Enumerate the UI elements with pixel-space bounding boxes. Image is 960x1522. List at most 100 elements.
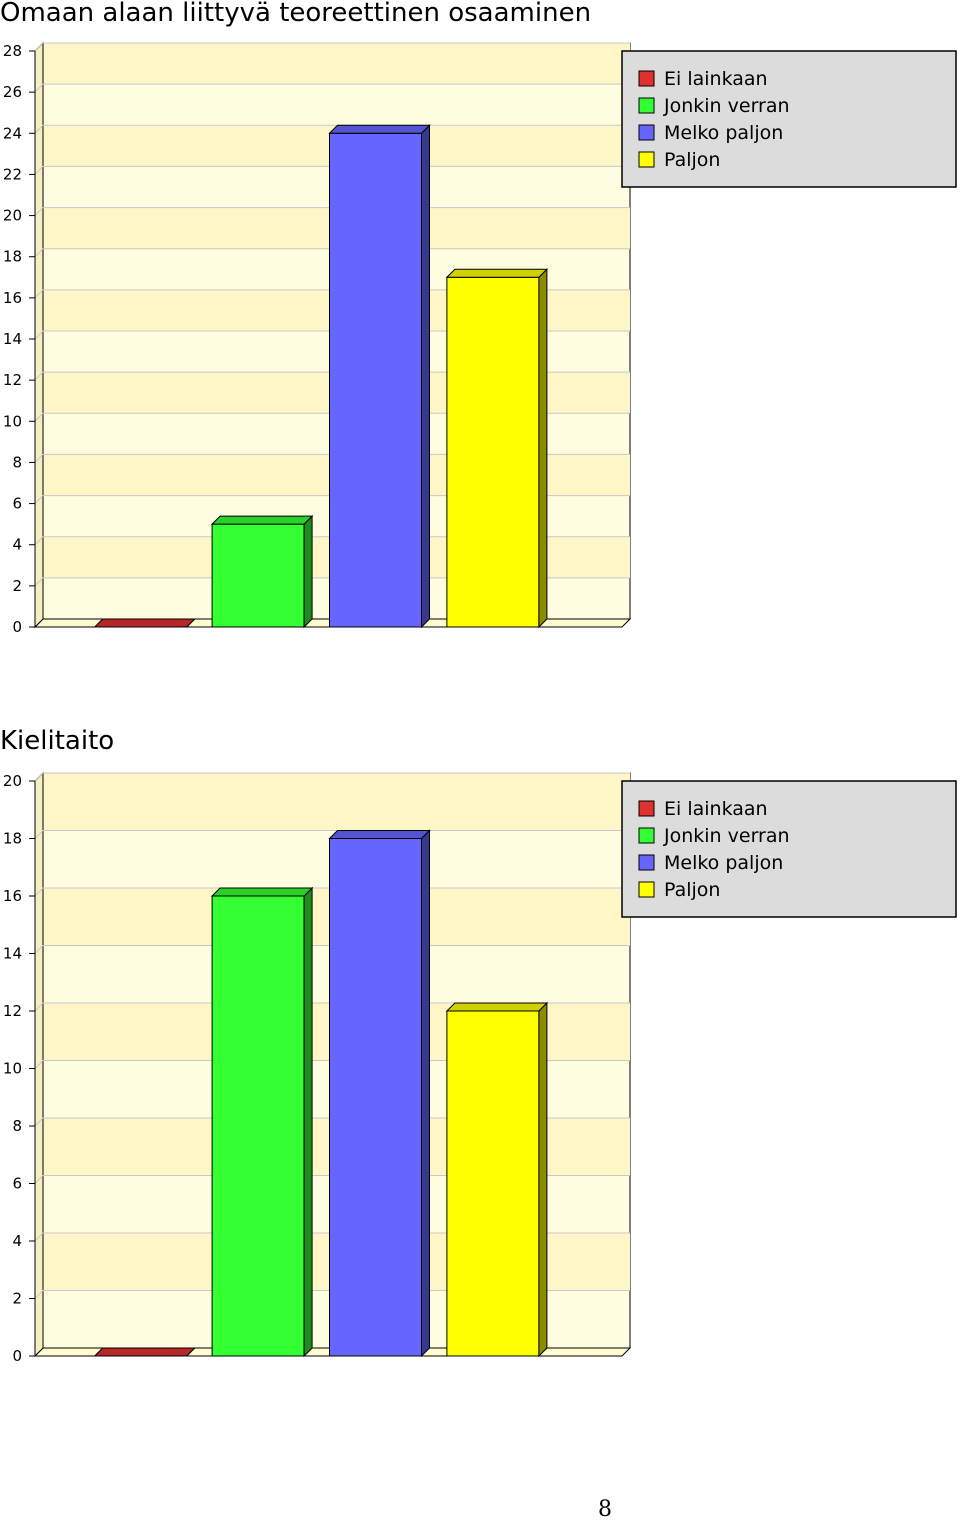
legend-swatch xyxy=(638,124,655,141)
y-tick-label: 8 xyxy=(12,1117,22,1135)
bar-top xyxy=(210,515,314,525)
legend-swatch xyxy=(638,881,655,898)
y-tick-label: 12 xyxy=(3,1002,22,1020)
gridline xyxy=(34,289,630,299)
bar xyxy=(445,268,549,629)
legend-label: Ei lainkaan xyxy=(664,68,768,90)
legend-box xyxy=(621,780,957,918)
y-tick-label: 20 xyxy=(3,772,22,790)
legend-label: Ei lainkaan xyxy=(664,798,768,820)
y-tick-label: 18 xyxy=(3,830,22,848)
page-number: 8 xyxy=(598,1497,612,1522)
bar-top xyxy=(328,830,431,839)
legend-swatch xyxy=(638,854,655,871)
y-tick-label: 22 xyxy=(3,165,22,183)
bar-front xyxy=(329,838,422,1357)
gridline xyxy=(34,207,630,216)
y-tick-label: 4 xyxy=(12,1232,22,1250)
chart-title: Kielitaito xyxy=(0,726,115,756)
bar xyxy=(210,514,314,629)
bar-front xyxy=(211,895,305,1357)
bar-front xyxy=(329,132,422,628)
y-tick-label: 18 xyxy=(3,248,22,266)
y-tick-label: 16 xyxy=(3,289,22,307)
gridline xyxy=(34,577,630,587)
gridline xyxy=(34,330,630,340)
bar-top xyxy=(328,124,431,134)
gridline xyxy=(34,1060,630,1069)
legend: Ei lainkaan Jonkin verran Melko paljon Palj… xyxy=(621,780,957,918)
legend-label: Melko paljon xyxy=(664,122,783,144)
bar-side xyxy=(538,268,548,629)
y-tick-label: 6 xyxy=(12,1175,22,1193)
gridline xyxy=(34,165,630,175)
y-tick-label: 6 xyxy=(12,495,22,513)
y-tick-label: 2 xyxy=(12,1290,22,1308)
legend-label: Jonkin verran xyxy=(663,95,790,117)
legend-swatch xyxy=(638,70,655,87)
bar-side xyxy=(303,886,313,1358)
y-tick-label: 0 xyxy=(12,618,22,636)
bar-front xyxy=(446,1010,540,1357)
gridline xyxy=(34,1175,630,1184)
y-tick-label: 2 xyxy=(12,577,22,595)
gridline xyxy=(34,1232,630,1242)
gridline xyxy=(34,887,630,897)
bar-side xyxy=(538,1001,548,1358)
gridline xyxy=(34,495,630,504)
gridline xyxy=(34,1002,630,1012)
bar xyxy=(210,886,314,1358)
legend-box xyxy=(621,50,957,188)
bar xyxy=(93,1347,196,1357)
bar-top xyxy=(93,1347,196,1357)
gridline xyxy=(34,42,630,52)
bar xyxy=(93,618,196,628)
bar-top xyxy=(445,1002,549,1012)
y-tick-label: 14 xyxy=(3,945,22,963)
gridline xyxy=(34,830,630,839)
gridline xyxy=(34,412,630,422)
gridline xyxy=(34,772,630,782)
bar-top xyxy=(210,887,314,897)
bar-side xyxy=(421,829,430,1358)
gridline xyxy=(34,945,630,954)
y-tick-label: 14 xyxy=(3,330,22,348)
y-tick-label: 10 xyxy=(3,1060,22,1078)
legend-label: Melko paljon xyxy=(664,852,783,874)
legend-label: Paljon xyxy=(664,149,720,171)
y-tick-label: 12 xyxy=(3,371,22,389)
gridline xyxy=(34,453,630,463)
gridline xyxy=(34,83,630,93)
legend-swatch xyxy=(638,97,655,114)
bar xyxy=(328,829,431,1358)
gridline xyxy=(34,536,630,546)
legend-label: Paljon xyxy=(664,879,720,901)
legend-label: Jonkin verran xyxy=(663,825,790,847)
bar-top xyxy=(93,618,196,628)
y-tick-label: 0 xyxy=(12,1347,22,1365)
grid-band xyxy=(44,773,630,831)
bar xyxy=(445,1001,549,1358)
y-tick-label: 26 xyxy=(3,83,22,101)
legend-swatch xyxy=(638,827,655,844)
bar-side xyxy=(303,514,313,629)
bar-top xyxy=(445,268,549,278)
gridline xyxy=(34,248,630,258)
y-tick-label: 8 xyxy=(12,453,22,471)
y-tick-label: 4 xyxy=(12,536,22,554)
bar xyxy=(328,124,431,629)
legend-swatch xyxy=(638,151,655,168)
grid-band xyxy=(44,43,630,85)
bar-side xyxy=(421,124,430,629)
gridline xyxy=(34,1290,630,1299)
y-tick-label: 24 xyxy=(3,124,22,142)
gridline xyxy=(34,124,630,134)
y-tick-label: 28 xyxy=(3,42,22,60)
bar-front xyxy=(446,276,540,628)
y-tick-label: 16 xyxy=(3,887,22,905)
bar-chart: 0 2 4 6 8 10 12 14 16 18 20 Ei lainkaan Jonkin verra… xyxy=(3,771,957,1365)
gridline xyxy=(34,371,630,381)
bar-front xyxy=(211,523,305,628)
legend-swatch xyxy=(638,800,655,817)
